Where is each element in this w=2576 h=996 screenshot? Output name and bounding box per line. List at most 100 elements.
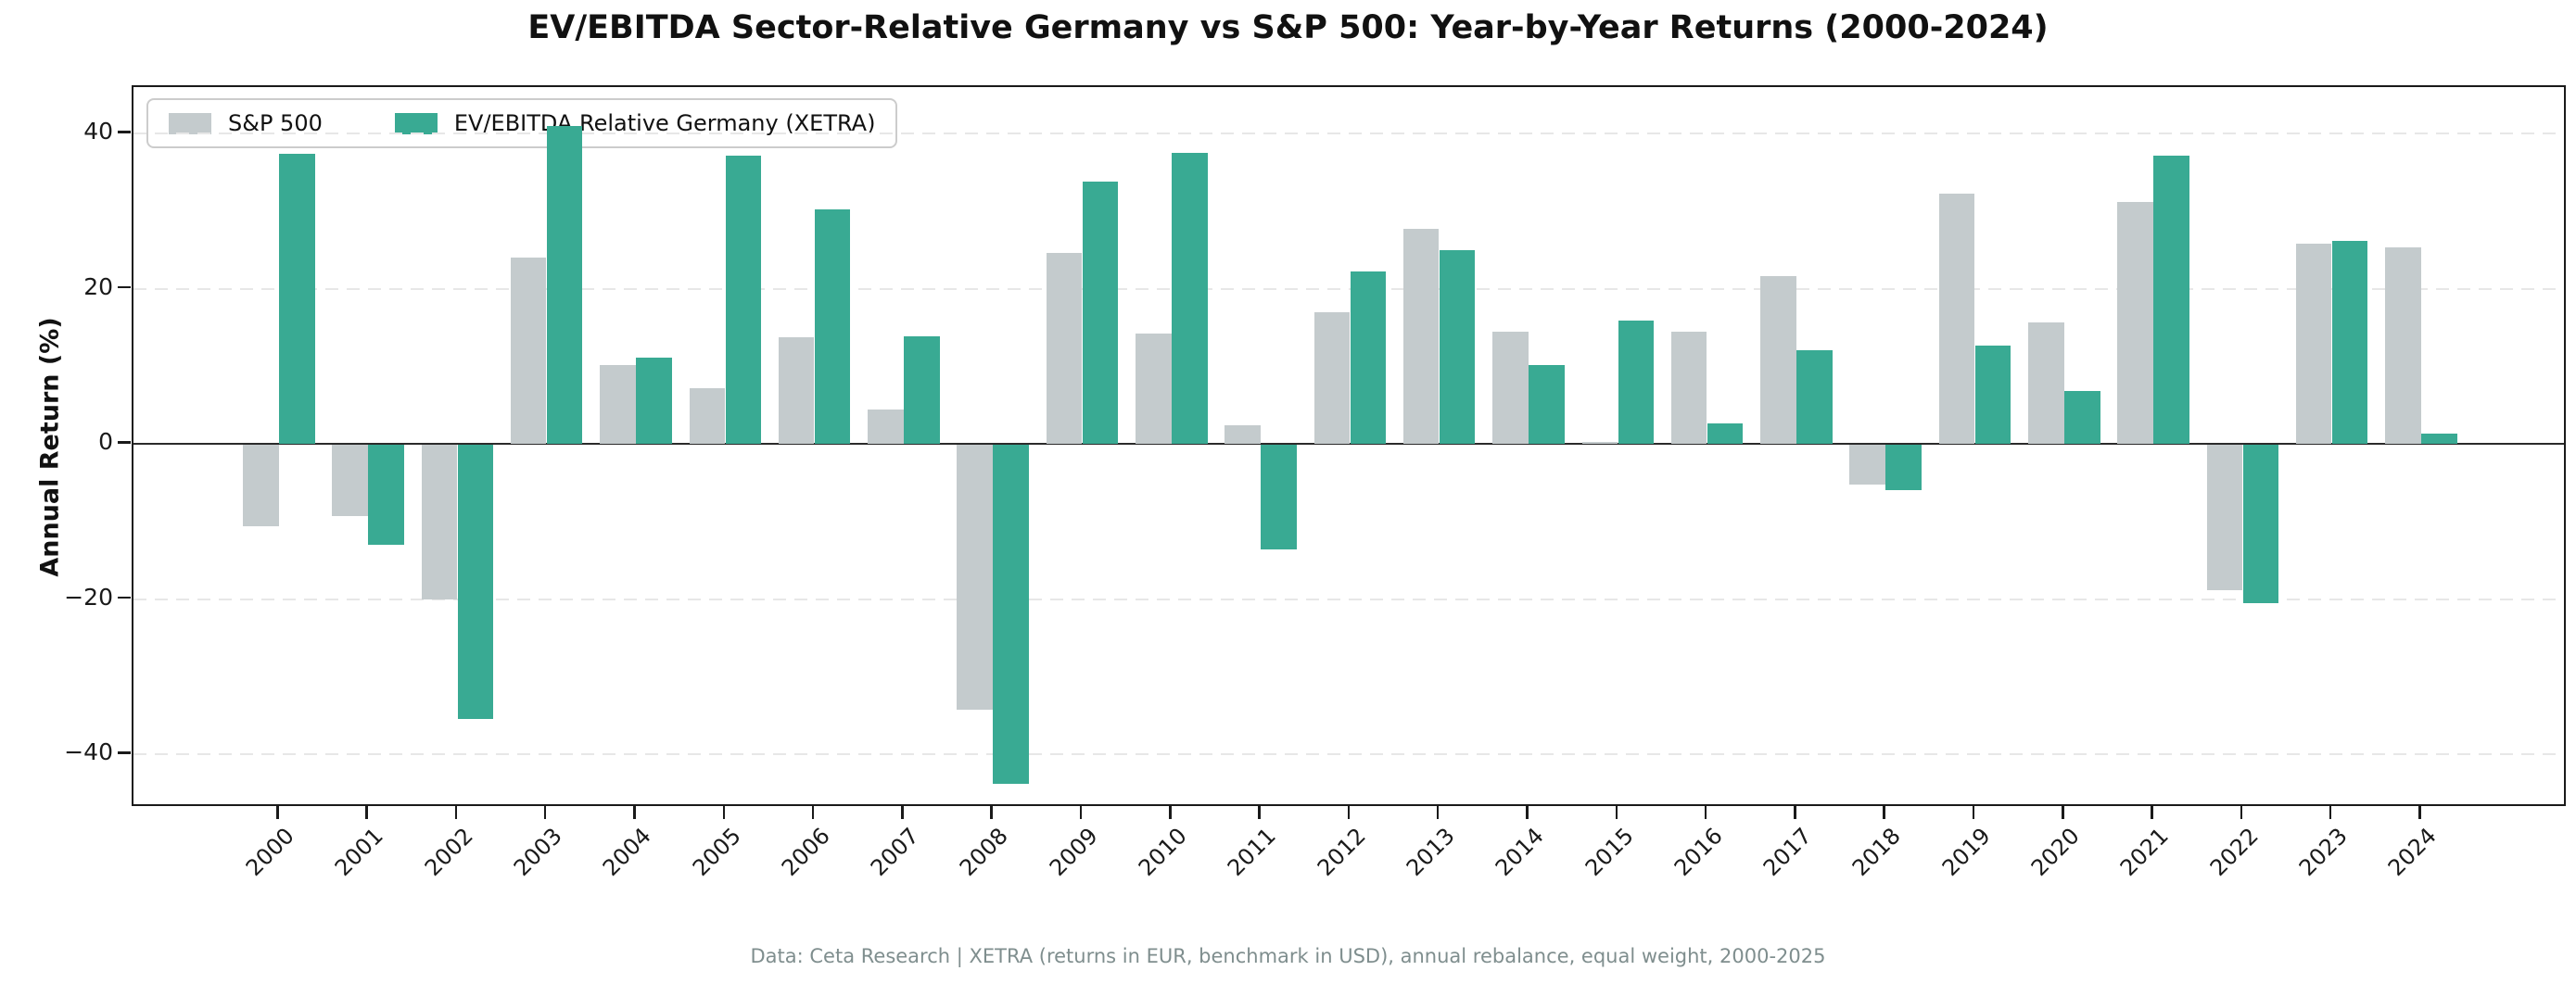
bar-sp500-2014: [1492, 331, 1529, 444]
bar-germany-2001: [368, 445, 404, 546]
y-tick-mark-40: [118, 131, 131, 133]
y-tick-mark-0: [118, 441, 131, 444]
bar-germany-2002: [457, 445, 494, 719]
x-tick-mark-2015: [1615, 806, 1618, 819]
x-tick-label-2000: 2000: [240, 823, 299, 881]
bar-germany-2004: [636, 358, 672, 444]
x-tick-mark-2020: [2062, 806, 2064, 819]
bar-germany-2003: [546, 125, 583, 444]
chart-title: EV/EBITDA Sector-Relative Germany vs S&P…: [527, 9, 2049, 46]
x-tick-label-2011: 2011: [1223, 823, 1282, 881]
bar-sp500-2023: [2295, 243, 2332, 444]
x-tick-mark-2013: [1436, 806, 1440, 819]
x-tick-label-2017: 2017: [1758, 823, 1817, 881]
x-tick-mark-2023: [2329, 806, 2332, 819]
x-tick-mark-2022: [2240, 806, 2243, 819]
bar-sp500-2004: [600, 364, 636, 444]
x-tick-label-2005: 2005: [687, 823, 746, 881]
bar-sp500-2006: [778, 337, 815, 444]
bar-germany-2019: [1974, 346, 2011, 444]
x-tick-label-2010: 2010: [1133, 823, 1192, 881]
x-tick-mark-2001: [365, 806, 368, 819]
x-tick-label-2021: 2021: [2115, 823, 2175, 881]
bar-germany-2021: [2153, 156, 2189, 444]
bar-sp500-2011: [1225, 424, 1261, 444]
bar-germany-2010: [1172, 152, 1208, 444]
x-tick-label-2012: 2012: [1312, 823, 1371, 881]
bar-sp500-2021: [2117, 201, 2153, 444]
bar-germany-2017: [1796, 349, 1833, 444]
bar-germany-2012: [1350, 271, 1387, 444]
bar-sp500-2022: [2206, 445, 2243, 591]
zero-line: [133, 443, 2564, 445]
bar-germany-2023: [2331, 241, 2368, 444]
x-tick-mark-2007: [901, 806, 904, 819]
x-tick-mark-2009: [1079, 806, 1083, 819]
legend-label-germany: EV/EBITDA Relative Germany (XETRA): [453, 110, 876, 136]
x-tick-mark-2010: [1169, 806, 1172, 819]
bar-sp500-2010: [1136, 334, 1172, 444]
bar-germany-2020: [2064, 391, 2100, 444]
bar-germany-2005: [725, 156, 761, 444]
x-tick-mark-2006: [811, 806, 815, 819]
x-tick-label-2023: 2023: [2293, 823, 2353, 881]
bar-germany-2000: [279, 153, 315, 444]
bar-sp500-2013: [1402, 229, 1440, 444]
x-tick-label-2009: 2009: [1044, 823, 1103, 881]
x-tick-label-2020: 2020: [2025, 823, 2085, 881]
bar-sp500-2017: [1760, 276, 1796, 444]
gridline--20: [133, 598, 2564, 600]
x-tick-mark-2012: [1347, 806, 1351, 819]
y-tick-label-0: 0: [98, 428, 113, 455]
x-tick-mark-2002: [454, 806, 458, 819]
gridline--40: [133, 753, 2564, 755]
x-tick-mark-2004: [633, 806, 636, 819]
x-tick-label-2007: 2007: [865, 823, 924, 881]
y-tick-mark-20: [118, 285, 131, 288]
bar-germany-2007: [904, 335, 940, 444]
x-tick-mark-2021: [2151, 806, 2153, 819]
footer-note: Data: Ceta Research | XETRA (returns in …: [750, 945, 1826, 967]
bar-sp500-2005: [689, 387, 725, 444]
x-tick-label-2003: 2003: [508, 823, 567, 881]
y-tick-label--40: −40: [64, 738, 113, 765]
bar-sp500-2000: [243, 445, 279, 526]
legend-label-sp500: S&P 500: [228, 110, 323, 136]
bar-germany-2018: [1885, 445, 1922, 491]
legend-item-germany: EV/EBITDA Relative Germany (XETRA): [394, 110, 876, 136]
x-tick-label-2008: 2008: [955, 823, 1014, 881]
bar-germany-2016: [1707, 423, 1744, 444]
bar-sp500-2019: [1938, 194, 1975, 444]
x-tick-label-2004: 2004: [597, 823, 656, 881]
plot-area: S&P 500 EV/EBITDA Relative Germany (XETR…: [132, 85, 2566, 806]
bar-germany-2022: [2242, 445, 2279, 603]
bar-sp500-2009: [1046, 252, 1083, 444]
bar-germany-2008: [993, 445, 1029, 784]
bar-sp500-2008: [957, 445, 993, 711]
y-tick-label--20: −20: [64, 583, 113, 611]
legend-swatch-sp500: [169, 112, 211, 134]
bar-germany-2011: [1261, 445, 1297, 550]
x-tick-mark-2014: [1526, 806, 1529, 819]
y-tick-mark--40: [118, 751, 131, 754]
bar-sp500-2001: [332, 445, 368, 517]
x-tick-mark-2019: [1972, 806, 1975, 819]
x-tick-mark-2018: [1883, 806, 1885, 819]
bar-sp500-2016: [1670, 332, 1707, 444]
bar-germany-2024: [2421, 434, 2457, 444]
y-tick-mark--20: [118, 596, 131, 599]
x-tick-mark-2017: [1794, 806, 1796, 819]
x-tick-mark-2016: [1704, 806, 1707, 819]
x-tick-label-2015: 2015: [1580, 823, 1639, 881]
x-tick-label-2002: 2002: [419, 823, 478, 881]
x-tick-label-2019: 2019: [1936, 823, 1996, 881]
x-tick-label-2013: 2013: [1401, 823, 1460, 881]
y-tick-label-40: 40: [83, 118, 113, 145]
x-tick-mark-2011: [1258, 806, 1261, 819]
x-tick-label-2022: 2022: [2204, 823, 2264, 881]
x-tick-mark-2024: [2418, 806, 2421, 819]
x-tick-label-2006: 2006: [776, 823, 835, 881]
x-tick-mark-2008: [990, 806, 993, 819]
bar-sp500-2020: [2028, 322, 2064, 444]
gridline-40: [133, 132, 2564, 134]
